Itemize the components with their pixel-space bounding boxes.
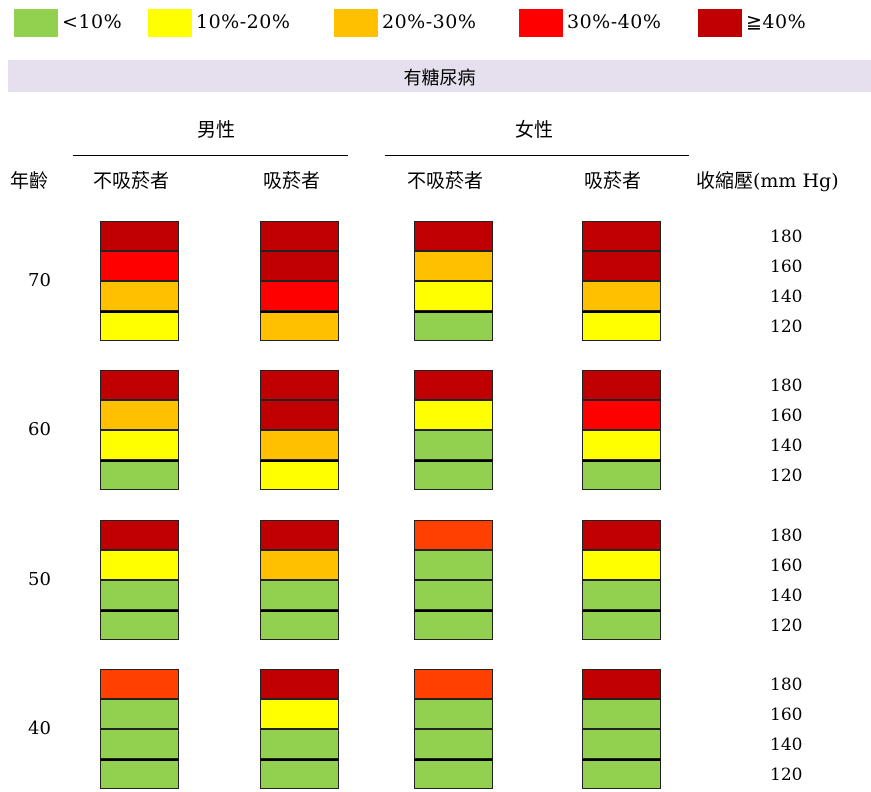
risk-cell (414, 580, 493, 610)
risk-cell (414, 311, 493, 341)
risk-cell (260, 281, 339, 311)
risk-cell (100, 550, 179, 580)
sbp-label: 120 (770, 317, 802, 337)
risk-cell (100, 610, 179, 640)
risk-cell (582, 221, 661, 251)
risk-cell (414, 669, 493, 699)
risk-cell (260, 669, 339, 699)
risk-cell (414, 699, 493, 729)
sbp-label: 180 (770, 675, 802, 695)
risk-cell (582, 400, 661, 430)
risk-cell (100, 699, 179, 729)
risk-cell (100, 430, 179, 460)
risk-cell (582, 610, 661, 640)
risk-cell (100, 669, 179, 699)
risk-cell (582, 729, 661, 759)
risk-cell (100, 311, 179, 341)
sbp-label: 120 (770, 616, 802, 636)
sbp-label: 160 (770, 406, 802, 426)
sbp-label: 160 (770, 257, 802, 277)
risk-cell (100, 580, 179, 610)
risk-cell (414, 430, 493, 460)
risk-cell (582, 550, 661, 580)
risk-cell (100, 460, 179, 490)
age-label: 60 (28, 419, 52, 440)
risk-cell (414, 251, 493, 281)
risk-cell (582, 669, 661, 699)
risk-cell (260, 400, 339, 430)
risk-cell (260, 520, 339, 550)
risk-cell (100, 759, 179, 789)
risk-cell (260, 430, 339, 460)
risk-cell (414, 281, 493, 311)
risk-cell (582, 251, 661, 281)
sbp-label: 140 (770, 436, 802, 456)
risk-cell (414, 460, 493, 490)
sbp-label: 140 (770, 586, 802, 606)
risk-cell (414, 400, 493, 430)
sbp-label: 180 (770, 376, 802, 396)
sbp-label: 180 (770, 227, 802, 247)
risk-cell (260, 580, 339, 610)
risk-cell (100, 729, 179, 759)
risk-cell (260, 729, 339, 759)
sbp-label: 160 (770, 556, 802, 576)
sbp-label: 160 (770, 705, 802, 725)
risk-cell (414, 759, 493, 789)
risk-cell (582, 580, 661, 610)
sbp-label: 120 (770, 765, 802, 785)
risk-cell (582, 520, 661, 550)
risk-cell (260, 221, 339, 251)
risk-cell (414, 729, 493, 759)
risk-cell (582, 430, 661, 460)
sbp-label: 120 (770, 466, 802, 486)
risk-cell (414, 221, 493, 251)
risk-cell (100, 221, 179, 251)
risk-cell (260, 550, 339, 580)
risk-cell (100, 370, 179, 400)
age-label: 70 (28, 270, 52, 291)
risk-cell (582, 699, 661, 729)
risk-cell (260, 251, 339, 281)
risk-cell (100, 251, 179, 281)
sbp-label: 180 (770, 526, 802, 546)
risk-cell (414, 550, 493, 580)
age-label: 50 (28, 569, 52, 590)
risk-cell (100, 520, 179, 550)
sbp-label: 140 (770, 735, 802, 755)
risk-cell (414, 520, 493, 550)
risk-cell (414, 610, 493, 640)
sbp-label: 140 (770, 287, 802, 307)
risk-cell (100, 400, 179, 430)
risk-cell (582, 311, 661, 341)
risk-cell (582, 281, 661, 311)
risk-cell (260, 610, 339, 640)
risk-cell (582, 370, 661, 400)
risk-cell (260, 311, 339, 341)
risk-cell (260, 759, 339, 789)
risk-cell (260, 699, 339, 729)
risk-cell (100, 281, 179, 311)
risk-cell (582, 759, 661, 789)
age-label: 40 (28, 718, 52, 739)
risk-cell (582, 460, 661, 490)
risk-cell (260, 460, 339, 490)
risk-cell (414, 370, 493, 400)
risk-cell (260, 370, 339, 400)
